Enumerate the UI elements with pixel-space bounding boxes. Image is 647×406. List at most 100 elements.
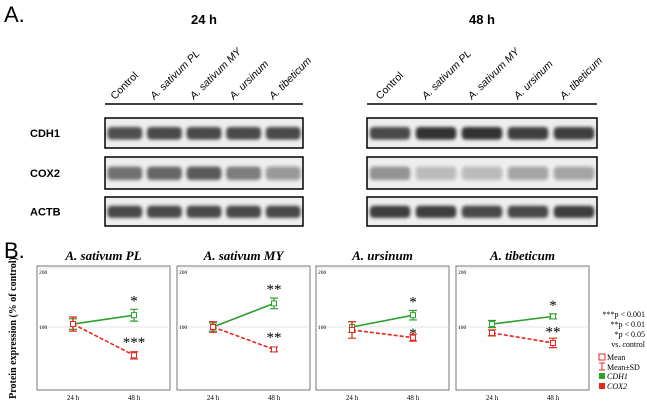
- significance-mark: *: [409, 326, 417, 342]
- blot-band: [553, 127, 595, 140]
- blot-band: [415, 205, 457, 218]
- legend-swatch: [599, 373, 605, 379]
- series-line: [491, 332, 554, 344]
- y-tick-label: 100: [39, 325, 48, 331]
- group-title: 24 h: [191, 12, 217, 27]
- blot-band: [507, 205, 549, 218]
- mean-marker: [410, 334, 416, 341]
- y-tick-label: 100: [458, 325, 467, 331]
- blot-band: [226, 166, 262, 181]
- mean-marker: [349, 326, 355, 333]
- mean-marker: [271, 346, 277, 353]
- mean-marker: [131, 352, 137, 359]
- mean-marker: [550, 339, 556, 346]
- mean-marker: [210, 324, 216, 330]
- mean-marker: [70, 321, 76, 328]
- blot-band: [146, 127, 182, 140]
- blot-band: [107, 205, 143, 218]
- y-tick-label: 200: [318, 270, 327, 276]
- blot-band: [415, 166, 457, 181]
- y-tick-label: 200: [458, 270, 467, 276]
- series-line: [351, 314, 414, 328]
- legend-label: Mean: [607, 353, 625, 362]
- blot-band: [415, 127, 457, 140]
- chart-title: A. sativum PL: [64, 248, 141, 263]
- chart-title: A. tibeticum: [489, 248, 555, 263]
- blot-band: [186, 166, 222, 181]
- panel-label: A.: [4, 2, 25, 27]
- y-tick-label: 200: [179, 270, 188, 276]
- row-label: ACTB: [30, 207, 61, 219]
- blot-band: [107, 127, 143, 140]
- y-tick-label: 200: [39, 270, 48, 276]
- significance-mark: **: [546, 325, 561, 341]
- legend-icon: [599, 362, 605, 371]
- x-tick-label: 24 h: [207, 394, 220, 402]
- lane-label: Control: [108, 70, 140, 102]
- lane-label: A. ursinum: [511, 58, 556, 103]
- x-tick-label: 24 h: [346, 394, 359, 402]
- plot-area: [176, 265, 311, 391]
- blot-band: [146, 205, 182, 218]
- significance-mark: ***: [123, 335, 146, 351]
- series-line: [212, 326, 275, 351]
- plot-area: [36, 265, 171, 391]
- panel-label: B.: [4, 238, 25, 263]
- significance-mark: *: [130, 293, 138, 309]
- series-line: [72, 314, 135, 325]
- x-tick-label: 48 h: [268, 394, 281, 402]
- blot-band: [461, 127, 503, 140]
- chart-title: A. sativum MY: [203, 248, 285, 263]
- blot-band: [369, 205, 411, 218]
- mean-marker: [271, 300, 277, 307]
- blot-band: [107, 166, 143, 181]
- blot-band: [186, 205, 222, 218]
- lane-label: Control: [374, 70, 406, 102]
- series-line: [491, 315, 554, 325]
- mean-marker: [410, 312, 416, 319]
- blot-band: [186, 127, 222, 140]
- x-tick-label: 24 h: [486, 394, 499, 402]
- y-axis-label: Protein expression (% of control): [8, 257, 19, 399]
- significance-mark: *: [409, 294, 417, 310]
- significance-legend: **p < 0.01: [610, 320, 645, 329]
- lane-label: A. tibeticum: [557, 55, 605, 103]
- blot-band: [369, 127, 411, 140]
- blot-band: [507, 127, 549, 140]
- legend-label: COX2: [607, 382, 627, 391]
- chart-title: A. ursinum: [351, 248, 413, 263]
- lane-label: A. tibeticum: [266, 55, 314, 103]
- series-line: [212, 302, 275, 328]
- legend-swatch: [599, 383, 605, 389]
- significance-mark: **: [267, 330, 282, 346]
- row-label: COX2: [30, 168, 60, 180]
- significance-legend: vs. control: [611, 340, 646, 349]
- blot-band: [265, 127, 301, 140]
- blot-band: [461, 205, 503, 218]
- y-tick-label: 100: [179, 325, 188, 331]
- significance-legend: ***p < 0.001: [602, 310, 645, 319]
- x-tick-label: 48 h: [547, 394, 560, 402]
- mean-marker: [489, 329, 495, 336]
- blot-band: [265, 166, 301, 181]
- mean-marker: [550, 313, 556, 320]
- plot-area: [455, 265, 590, 391]
- series-line: [72, 323, 135, 357]
- blot-band: [369, 166, 411, 181]
- mean-marker: [131, 312, 137, 319]
- blot-band: [146, 166, 182, 181]
- significance-legend: *p < 0.05: [614, 330, 645, 339]
- x-tick-label: 24 h: [67, 394, 80, 402]
- significance-mark: **: [267, 282, 282, 298]
- group-title: 48 h: [469, 12, 495, 27]
- x-tick-label: 48 h: [128, 394, 141, 402]
- significance-mark: *: [549, 298, 557, 314]
- blot-band: [461, 166, 503, 181]
- x-tick-label: 48 h: [407, 394, 420, 402]
- legend-label: CDH1: [607, 372, 628, 381]
- row-label: CDH1: [30, 128, 60, 140]
- blot-band: [507, 166, 549, 181]
- blot-band: [553, 166, 595, 181]
- legend-icon: [598, 353, 606, 361]
